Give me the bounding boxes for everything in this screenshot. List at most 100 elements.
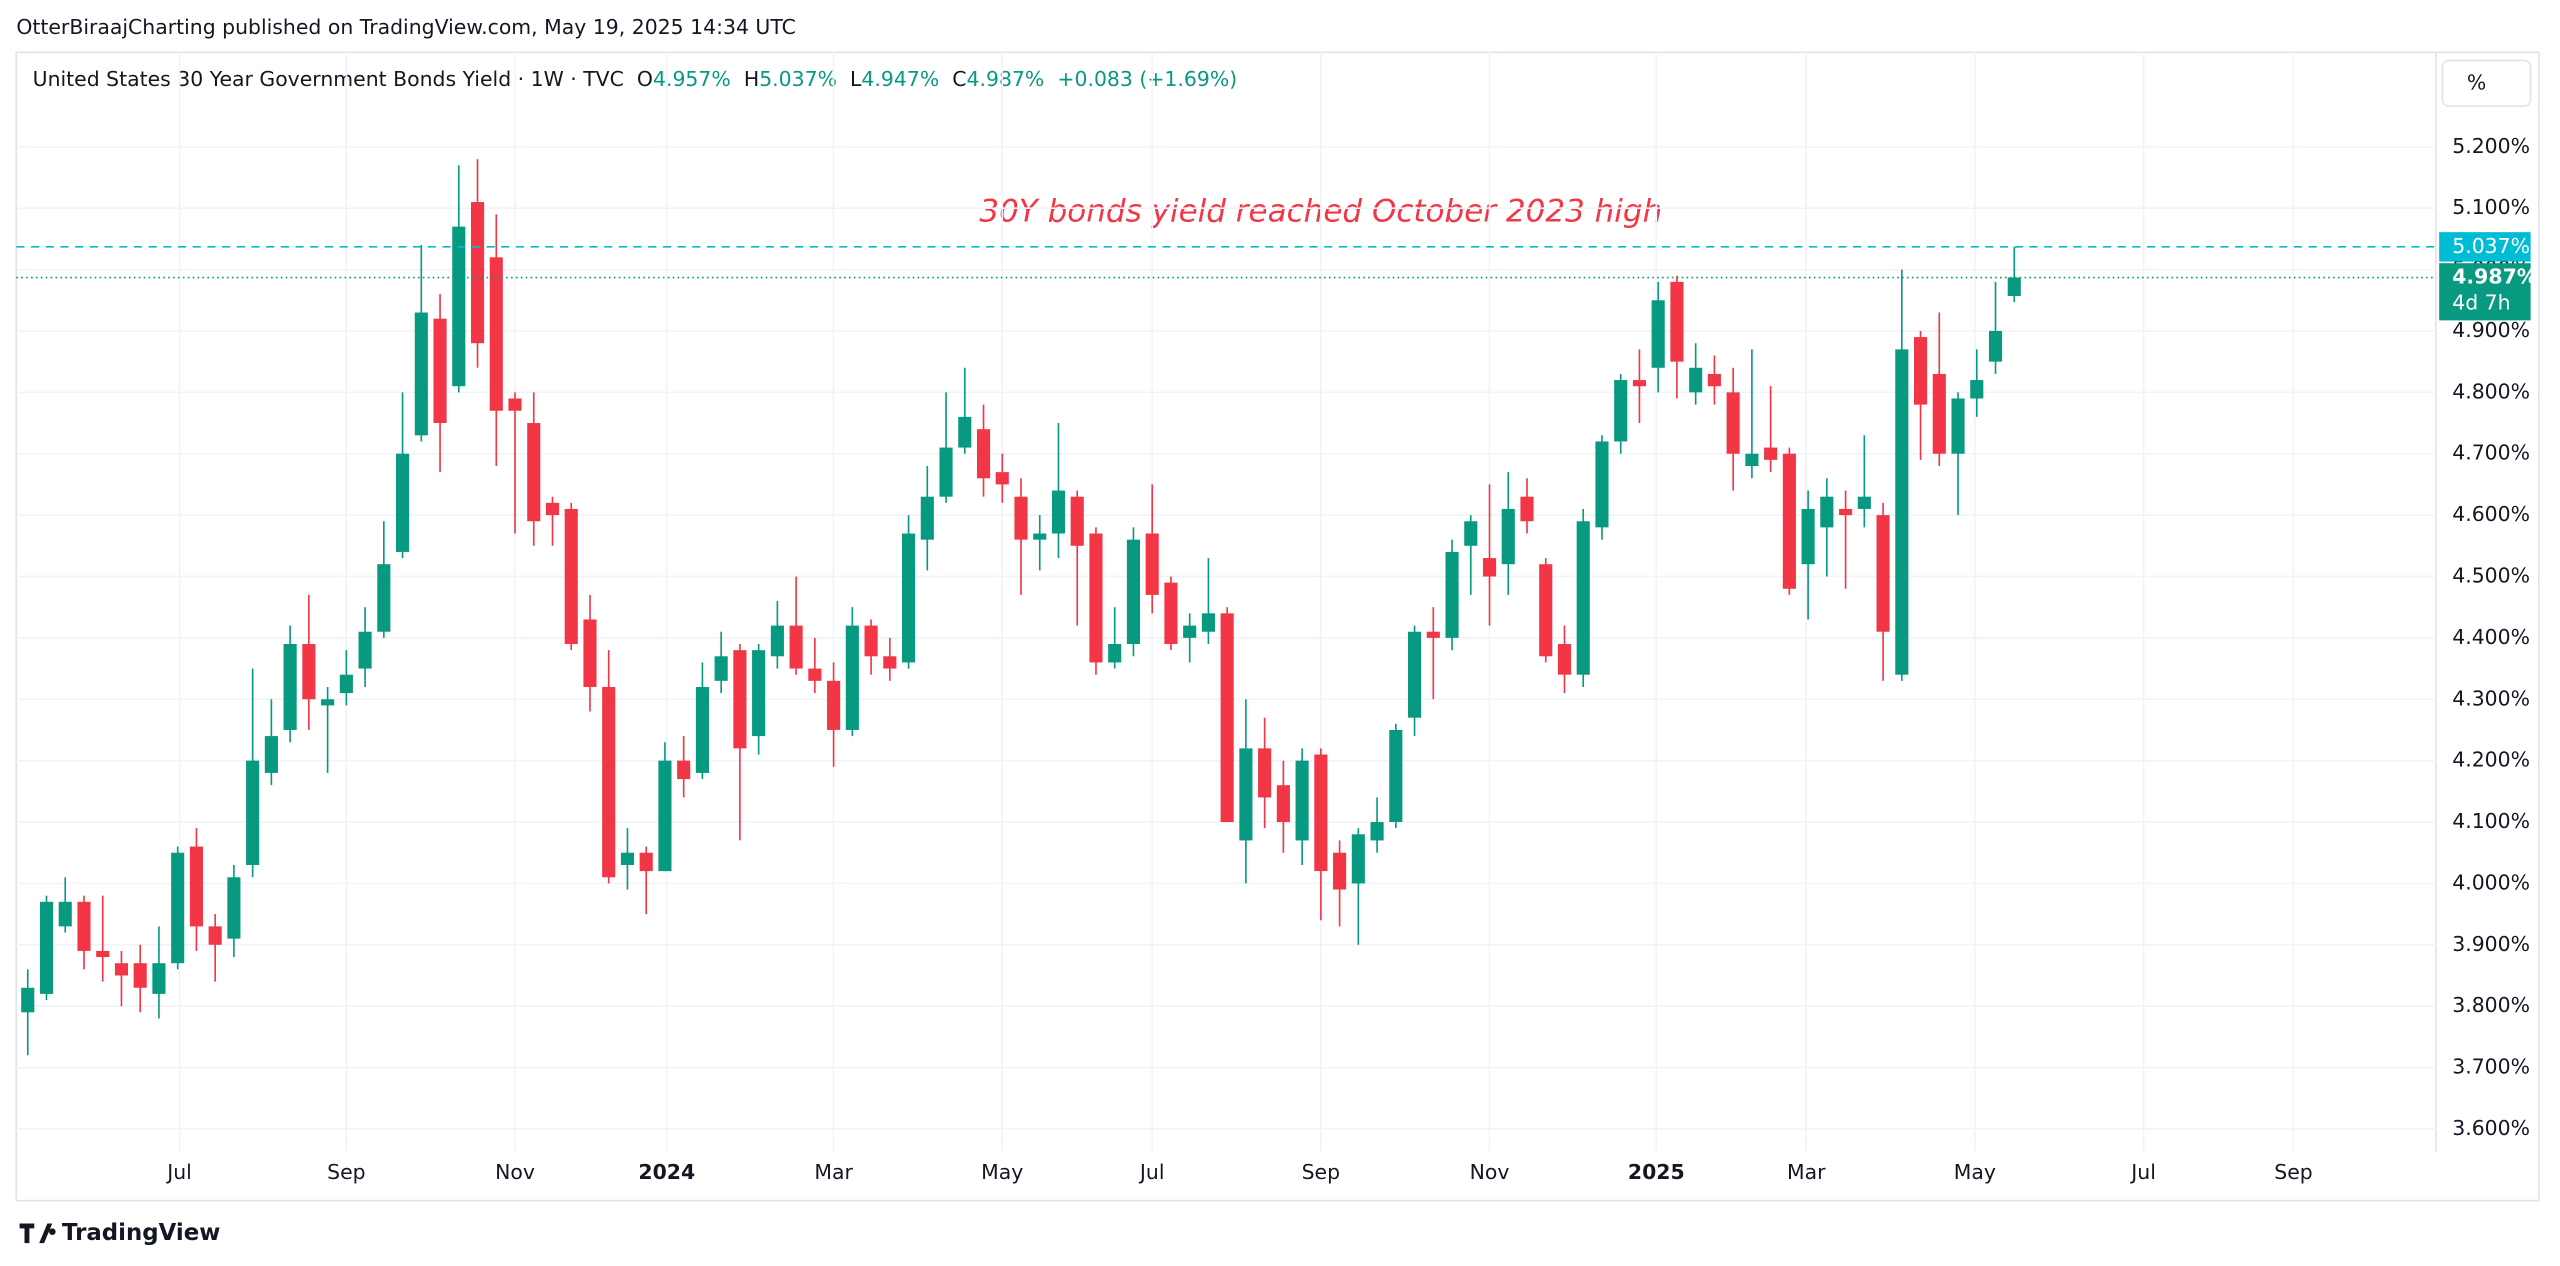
unit-button[interactable]	[2441, 59, 2532, 107]
legend-label: C	[952, 67, 966, 91]
candle-body	[1145, 533, 1159, 595]
published-note: OtterBiraajCharting published on Trading…	[16, 15, 796, 39]
candle-body	[1689, 367, 1703, 393]
candle-body	[864, 625, 878, 657]
candle-body	[1614, 380, 1628, 442]
candle-body	[583, 619, 597, 687]
candle-body	[321, 699, 335, 706]
legend-value: 4.987%	[967, 67, 1045, 91]
candle-body	[695, 686, 709, 773]
candle-body	[639, 852, 653, 872]
candle-body	[264, 736, 278, 773]
candle-body	[564, 508, 578, 645]
high-level-badge	[2439, 232, 2531, 262]
x-tick-label: Sep	[2274, 1160, 2312, 1184]
y-tick-label: 4.400%	[2452, 625, 2530, 649]
candle-body	[152, 963, 166, 994]
candle-body	[1033, 533, 1047, 540]
tradingview-logo: TradingView	[19, 1220, 220, 1246]
high-level-label: 5.037%	[2452, 234, 2530, 258]
candle-body	[770, 625, 784, 657]
candle-body	[1782, 453, 1796, 589]
y-tick-label: 5.100%	[2452, 195, 2530, 219]
x-tick-label: Sep	[327, 1160, 365, 1184]
x-tick-label: 2024	[638, 1160, 695, 1184]
candle-body	[1820, 496, 1834, 528]
legend-label: L	[850, 67, 862, 91]
x-tick-label: Nov	[1470, 1160, 1510, 1184]
candle-body	[920, 496, 934, 540]
candle-body	[96, 950, 110, 958]
candle-body	[545, 502, 560, 516]
y-tick-label: 4.700%	[2452, 441, 2530, 465]
candle-body	[1089, 533, 1103, 663]
candle-body	[1482, 558, 1497, 577]
candle-body	[1014, 496, 1028, 540]
candle-body	[39, 901, 54, 994]
candle-body	[527, 423, 541, 522]
candle-body	[995, 472, 1009, 485]
logo-text: TradingView	[62, 1220, 220, 1246]
candle-body	[1389, 729, 1403, 823]
candle-body	[339, 674, 353, 694]
y-tick-label: 5.200%	[2452, 134, 2530, 158]
candle-body	[1764, 447, 1778, 460]
unit-button-label[interactable]: %	[2467, 70, 2486, 94]
candle-body	[227, 877, 241, 939]
candle-body	[1801, 508, 1815, 565]
candle-body	[1051, 490, 1066, 534]
legend-label: O	[637, 67, 653, 91]
candle-body	[1407, 631, 1422, 718]
candle-body	[114, 963, 129, 976]
candle-body	[1726, 392, 1740, 454]
candle-body	[677, 760, 691, 780]
legend-value: 4.947%	[861, 67, 939, 91]
candle-body	[1857, 496, 1871, 509]
symbol-title: United States 30 Year Government Bonds Y…	[33, 67, 624, 91]
legend: United States 30 Year Government Bonds Y…	[33, 67, 1238, 91]
y-tick-label: 4.600%	[2452, 502, 2530, 526]
candle-body	[752, 650, 766, 737]
candle-body	[976, 429, 991, 479]
candle-body	[1932, 373, 1946, 454]
y-tick-label: 4.000%	[2452, 870, 2530, 894]
candle-body	[1426, 631, 1440, 638]
candle-body	[208, 926, 222, 945]
candle-body	[470, 202, 485, 344]
x-tick-label: May	[1954, 1160, 1996, 1184]
candle-body	[620, 852, 635, 865]
candle-body	[1239, 748, 1253, 841]
y-tick-label: 4.500%	[2452, 563, 2530, 587]
candle-body	[1220, 613, 1234, 823]
candle-body	[939, 447, 953, 497]
y-tick-label: 4.800%	[2452, 379, 2530, 403]
y-tick-label: 4.300%	[2452, 686, 2530, 710]
candle-body	[1276, 785, 1290, 823]
y-tick-label: 4.200%	[2452, 748, 2530, 772]
candle-body	[733, 650, 747, 749]
y-tick-label: 3.900%	[2452, 932, 2530, 956]
candle-body	[377, 564, 391, 632]
candle-body	[827, 680, 841, 730]
candle-body	[58, 901, 72, 927]
candle-body	[808, 668, 822, 681]
x-tick-label: Nov	[495, 1160, 535, 1184]
candle-body	[1108, 644, 1122, 663]
candle-body	[1445, 551, 1459, 638]
candle-body	[1576, 521, 1590, 675]
candle-body	[902, 533, 916, 663]
x-tick-label: Sep	[1302, 1160, 1340, 1184]
candle-body	[508, 398, 522, 411]
candle-body	[1988, 330, 2003, 362]
countdown-label: 4d 7h	[2452, 291, 2510, 315]
candle-body	[1557, 644, 1572, 675]
candle-body	[1295, 760, 1309, 841]
x-tick-label: Jul	[1138, 1160, 1165, 1184]
candle-body	[1895, 349, 1909, 675]
candle-body	[1258, 748, 1272, 798]
x-tick-label: May	[981, 1160, 1023, 1184]
candle-body	[1314, 754, 1328, 872]
candle-body	[77, 901, 91, 951]
legend-value: 4.957%	[653, 67, 731, 91]
x-tick-label: Mar	[814, 1160, 853, 1184]
